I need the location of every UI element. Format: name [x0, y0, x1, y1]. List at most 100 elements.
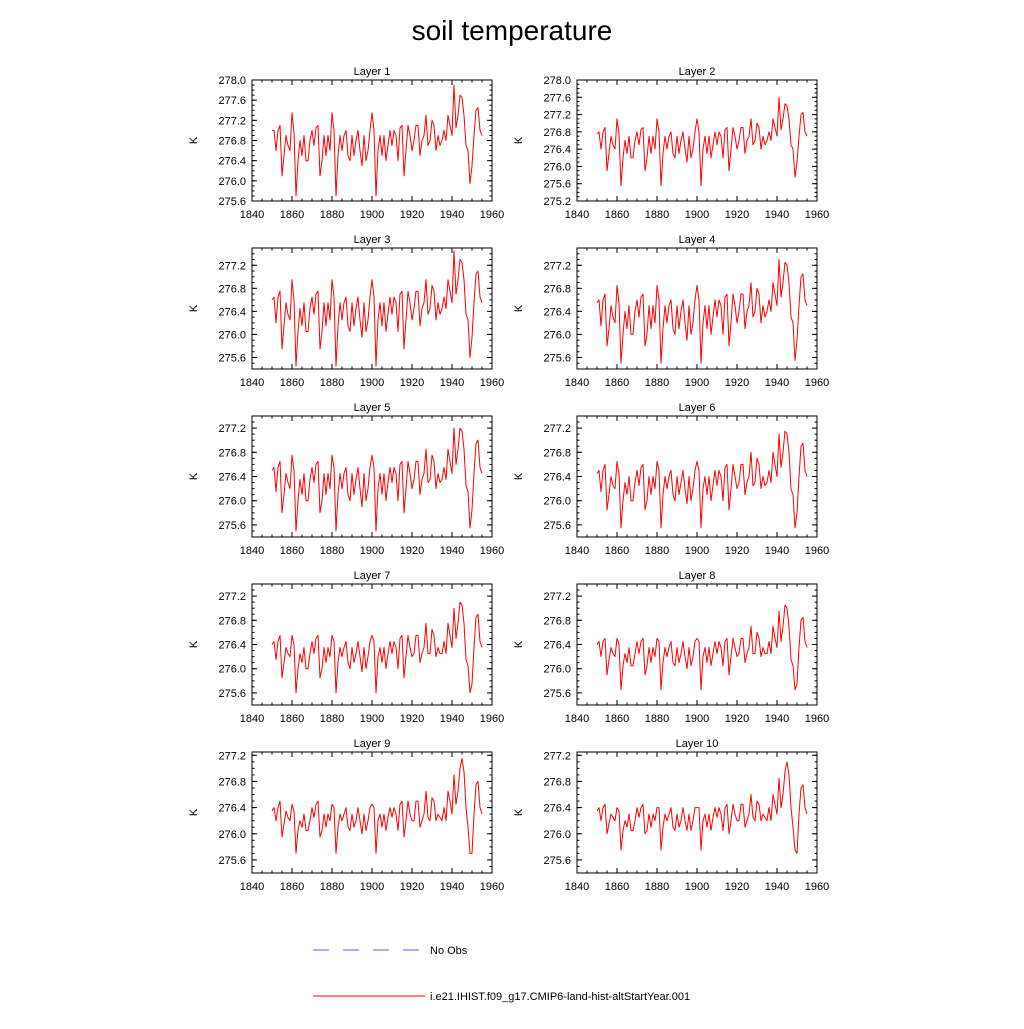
y-tick-label: 276.0 [218, 176, 246, 188]
y-tick-label: 275.6 [218, 196, 246, 208]
x-tick-label: 1900 [685, 881, 709, 893]
y-tick-label: 276.8 [218, 283, 246, 295]
y-tick-label: 276.0 [543, 329, 571, 341]
x-tick-label: 1860 [605, 377, 629, 389]
panel-title: Layer 5 [354, 402, 391, 414]
panel-layer-3: Layer 3 K 1840 1860 1880 1900 1920 1940 1960 275.… [188, 234, 504, 389]
plot-frame [576, 79, 818, 202]
panel-title: Layer 3 [354, 234, 391, 246]
x-tick-label: 1960 [480, 209, 504, 221]
x-tick-label: 1840 [565, 377, 589, 389]
plot-frame [251, 247, 493, 370]
x-tick-label: 1840 [565, 209, 589, 221]
y-tick-label: 276.0 [543, 161, 571, 173]
x-tick-label: 1960 [480, 881, 504, 893]
x-tick-label: 1960 [805, 209, 829, 221]
y-tick-label: 275.6 [543, 520, 571, 532]
panel-layer-4: Layer 4 K 1840 1860 1880 1900 1920 1940 1960 275.… [513, 234, 829, 389]
y-tick-label: 276.0 [543, 664, 571, 676]
x-tick-label: 1940 [440, 209, 464, 221]
x-tick-label: 1860 [605, 545, 629, 557]
x-tick-label: 1940 [765, 377, 789, 389]
y-tick-label: 275.6 [543, 352, 571, 364]
panel-title: Layer 10 [676, 738, 719, 750]
x-tick-label: 1960 [480, 713, 504, 725]
panel-layer-9: Layer 9 K 1840 1860 1880 1900 1920 1940 1960 275.… [188, 738, 504, 893]
panel-layer-7: Layer 7 K 1840 1860 1880 1900 1920 1940 1960 275.… [188, 570, 504, 725]
x-tick-label: 1840 [240, 209, 264, 221]
y-tick-label: 276.4 [218, 156, 246, 168]
y-tick-label: 276.0 [543, 496, 571, 508]
x-tick-label: 1860 [280, 209, 304, 221]
panel-title: Layer 1 [354, 66, 391, 78]
x-tick-label: 1960 [480, 545, 504, 557]
y-tick-label: 276.8 [543, 776, 571, 788]
x-tick-label: 1900 [360, 377, 384, 389]
x-tick-label: 1960 [805, 881, 829, 893]
x-tick-label: 1880 [645, 377, 669, 389]
y-tick-label: 275.6 [543, 855, 571, 867]
y-tick-label: 276.8 [218, 447, 246, 459]
series-line [596, 96, 808, 187]
y-tick-label: 275.2 [543, 196, 571, 208]
x-tick-label: 1940 [765, 713, 789, 725]
y-tick-label: 276.0 [218, 829, 246, 841]
x-tick-label: 1940 [440, 545, 464, 557]
x-tick-label: 1840 [565, 881, 589, 893]
y-tick-label: 276.0 [543, 829, 571, 841]
panel-title: Layer 8 [679, 570, 716, 582]
y-tick-label: 277.2 [218, 115, 246, 127]
x-tick-label: 1960 [805, 545, 829, 557]
y-tick-label: 277.2 [218, 260, 246, 272]
x-tick-label: 1920 [725, 713, 749, 725]
panel-layer-10: Layer 10 K 1840 1860 1880 1900 1920 1940 1960 275… [513, 738, 829, 893]
y-tick-label: 275.6 [543, 179, 571, 191]
legend-obs-label: No Obs [430, 945, 468, 957]
y-tick-label: 276.4 [543, 144, 571, 156]
x-tick-label: 1880 [320, 881, 344, 893]
y-tick-label: 277.2 [543, 591, 571, 603]
x-tick-label: 1880 [645, 713, 669, 725]
x-tick-label: 1840 [240, 545, 264, 557]
x-tick-label: 1880 [645, 209, 669, 221]
y-tick-label: 275.6 [218, 688, 246, 700]
x-tick-label: 1860 [280, 713, 304, 725]
plot-frame [576, 415, 818, 538]
panel-layer-6: Layer 6 K 1840 1860 1880 1900 1920 1940 1960 275.… [513, 402, 829, 557]
x-tick-label: 1920 [400, 881, 424, 893]
y-tick-label: 276.8 [543, 283, 571, 295]
y-axis-label: K [188, 136, 200, 144]
x-tick-label: 1900 [685, 209, 709, 221]
y-tick-label: 275.6 [218, 855, 246, 867]
y-tick-label: 276.8 [218, 136, 246, 148]
series-line [271, 250, 483, 367]
y-tick-label: 276.4 [218, 306, 246, 318]
x-tick-label: 1860 [605, 209, 629, 221]
y-tick-label: 276.4 [543, 803, 571, 815]
x-tick-label: 1920 [725, 209, 749, 221]
x-tick-label: 1920 [725, 881, 749, 893]
y-axis-label: K [188, 304, 200, 312]
y-axis-label: K [188, 472, 200, 480]
y-tick-label: 276.8 [543, 447, 571, 459]
y-tick-label: 276.4 [543, 472, 571, 484]
x-tick-label: 1840 [240, 377, 264, 389]
panel-title: Layer 2 [679, 66, 716, 78]
x-tick-label: 1920 [400, 209, 424, 221]
x-tick-label: 1880 [645, 881, 669, 893]
y-tick-label: 277.2 [218, 750, 246, 762]
panel-title: Layer 7 [354, 570, 391, 582]
y-tick-label: 276.8 [543, 127, 571, 139]
series-line [596, 259, 808, 364]
y-tick-label: 276.4 [543, 306, 571, 318]
y-axis-label: K [513, 304, 525, 312]
x-tick-label: 1880 [320, 713, 344, 725]
series-line [271, 601, 483, 694]
y-tick-label: 278.0 [218, 75, 246, 87]
x-tick-label: 1860 [605, 713, 629, 725]
panel-title: Layer 6 [679, 402, 716, 414]
y-tick-label: 275.6 [543, 688, 571, 700]
y-tick-label: 276.4 [543, 640, 571, 652]
plot-frame [576, 751, 818, 874]
